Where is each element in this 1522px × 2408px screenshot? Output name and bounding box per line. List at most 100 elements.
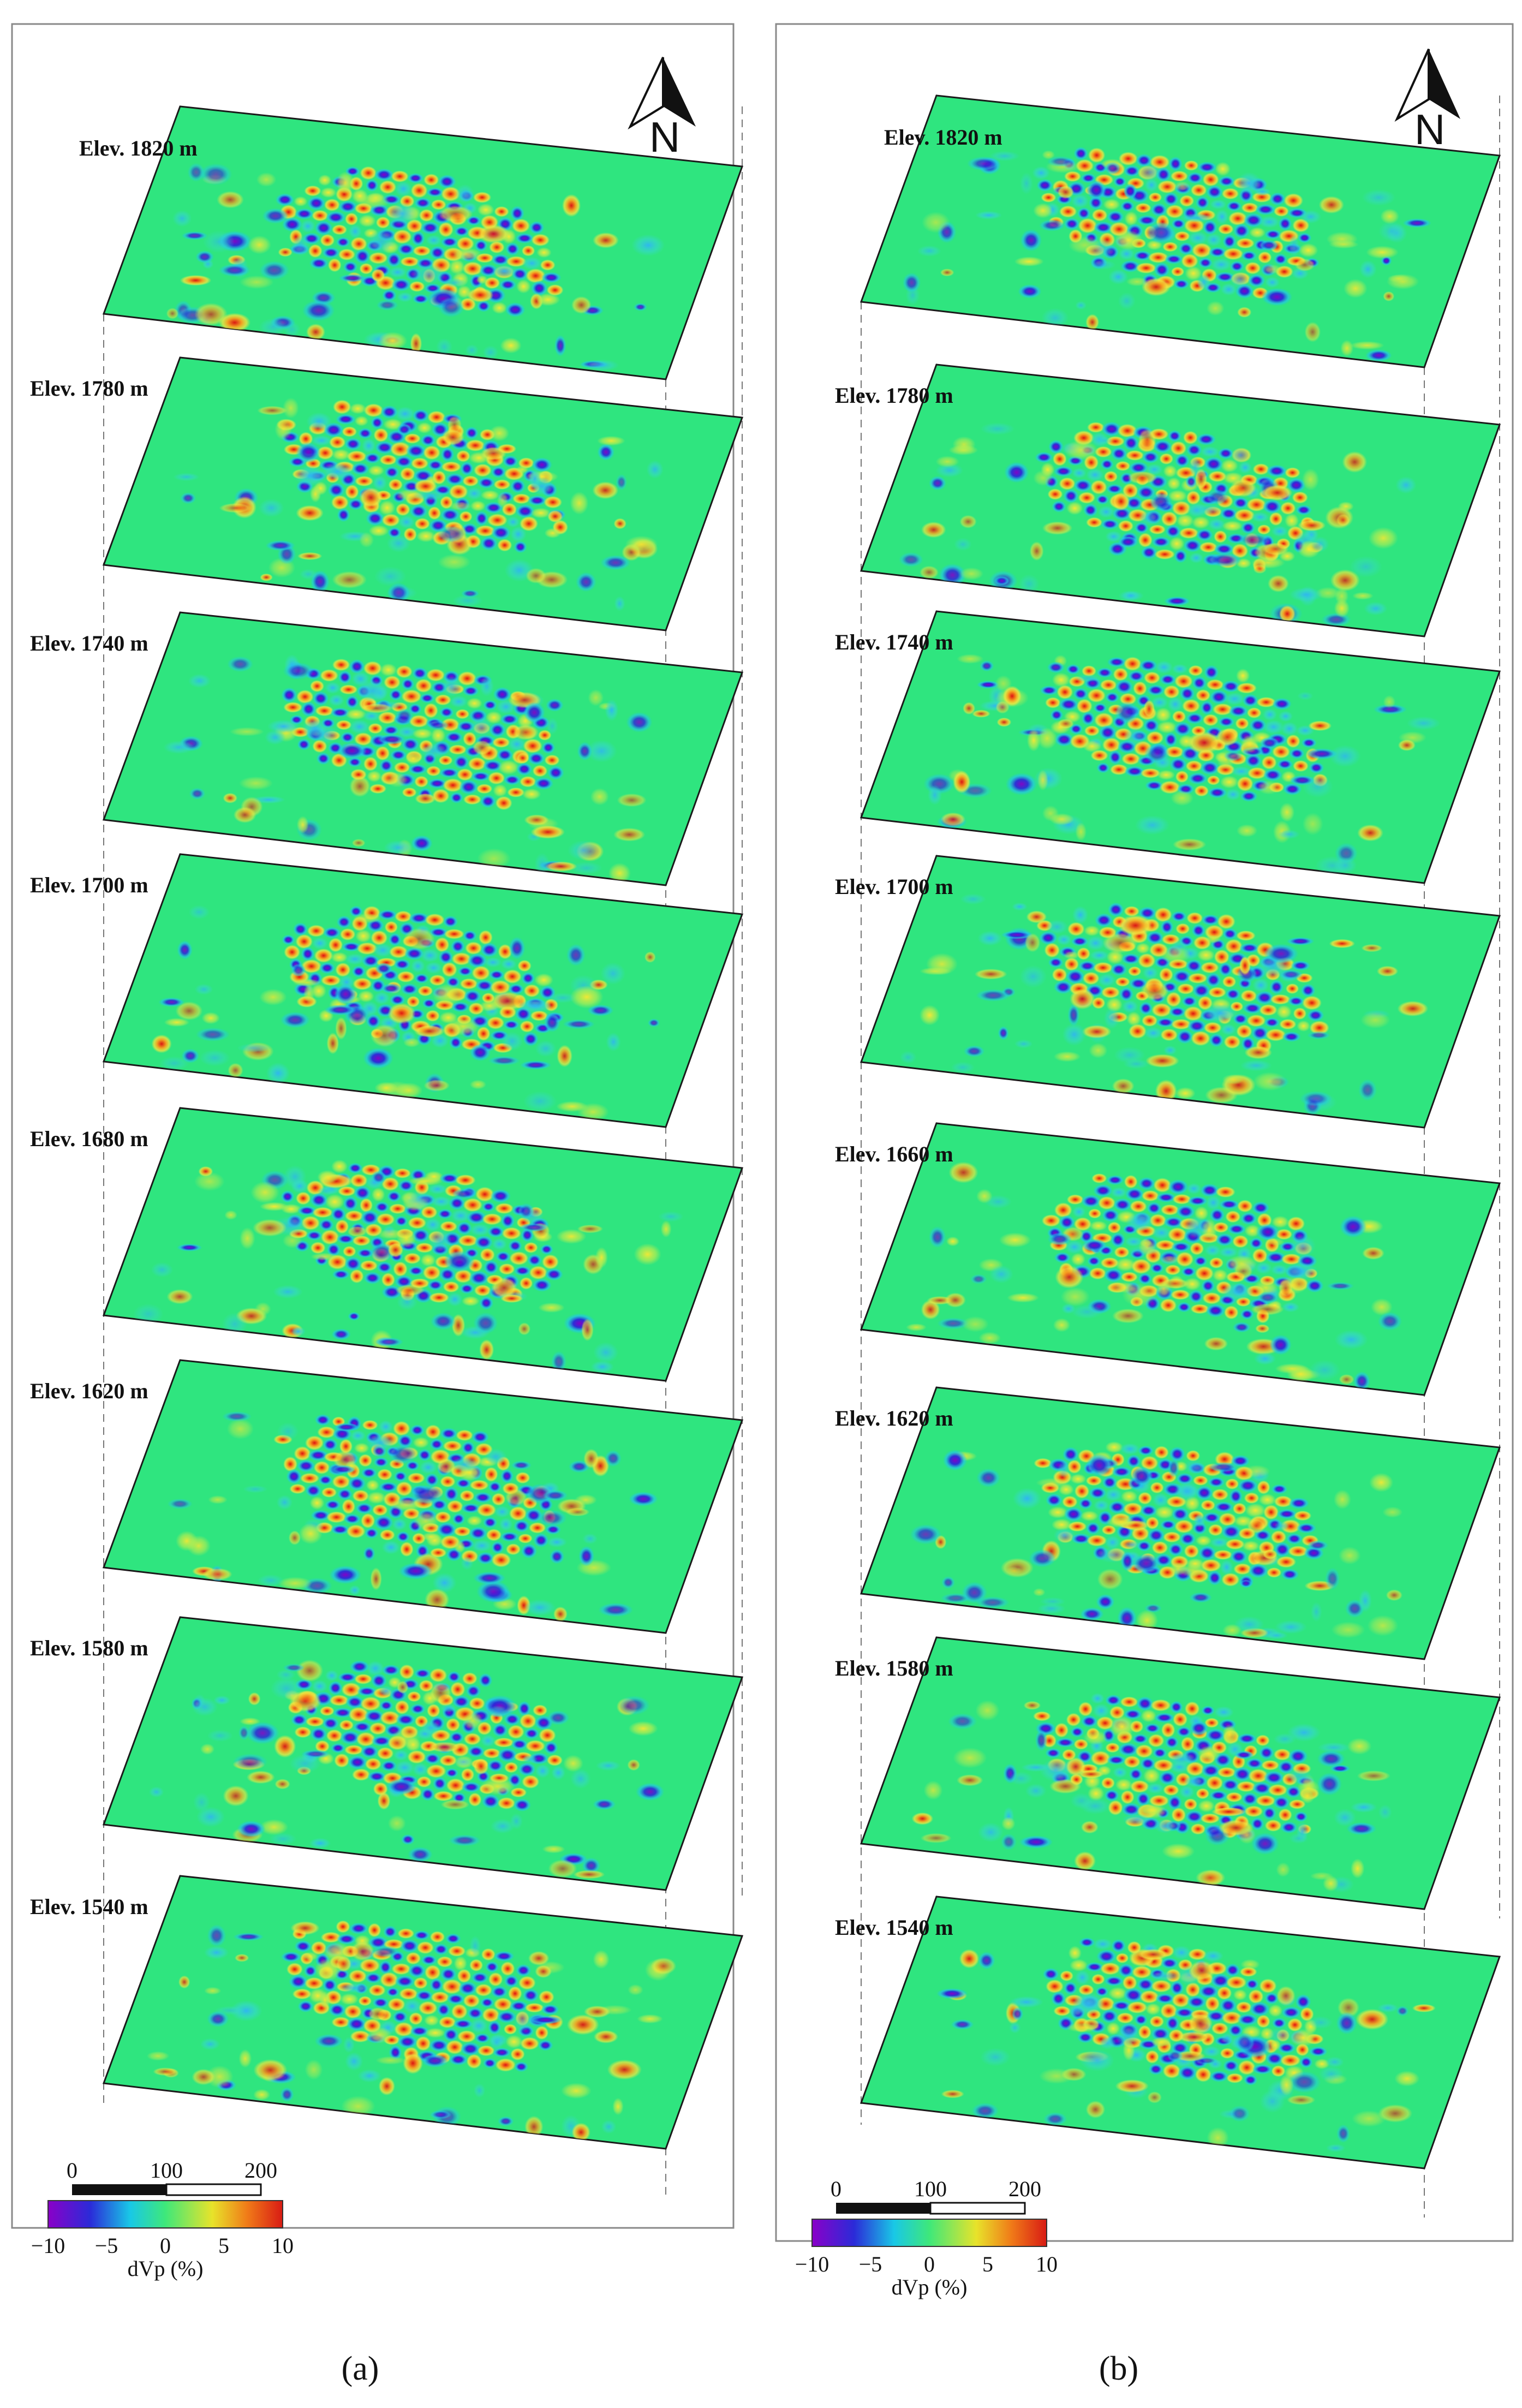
- anomaly-dot: [1108, 1500, 1126, 1514]
- anomaly-dot: [368, 252, 388, 264]
- anomaly-dot: [294, 196, 308, 207]
- anomaly-blob: [159, 1056, 189, 1070]
- anomaly-dot: [365, 1757, 381, 1771]
- anomaly-blob: [1297, 692, 1314, 700]
- anomaly-dot: [1159, 673, 1177, 686]
- anomaly-dot: [395, 910, 412, 922]
- anomaly-dot: [466, 1210, 487, 1225]
- anomaly-dot: [355, 1503, 373, 1515]
- anomaly-dot: [1138, 953, 1156, 968]
- anomaly-blob: [936, 1988, 968, 1999]
- anomaly-blob: [250, 1181, 279, 1203]
- anomaly-blob: [524, 1599, 556, 1616]
- anomaly-dot: [1174, 1519, 1194, 1534]
- colorbar-tick-neg5: −5: [859, 2252, 882, 2276]
- anomaly-blob: [590, 788, 609, 806]
- anomaly-blob: [1278, 830, 1300, 839]
- anomaly-dot: [480, 1997, 494, 2008]
- anomaly-dot: [1089, 1220, 1107, 1231]
- anomaly-blob: [587, 1004, 614, 1017]
- anomaly-dot: [328, 938, 343, 952]
- anomaly-dot: [353, 977, 372, 991]
- anomaly-blob: [1263, 944, 1299, 964]
- anomaly-dot: [1128, 1023, 1147, 1039]
- anomaly-dot: [1174, 674, 1193, 689]
- anomaly-dot: [1136, 485, 1156, 500]
- anomaly-dot: [1195, 196, 1210, 210]
- anomaly-dot: [1266, 1567, 1282, 1578]
- anomaly-dot: [461, 1441, 475, 1455]
- anomaly-dot: [1115, 679, 1133, 694]
- anomaly-dot: [462, 475, 479, 487]
- anomaly-blob: [493, 265, 516, 278]
- anomaly-blob: [1329, 939, 1355, 949]
- anomaly-dot: [428, 2039, 449, 2052]
- anomaly-blob: [423, 1080, 450, 1092]
- anomaly-dot: [434, 1511, 451, 1523]
- anomaly-blob: [577, 742, 593, 761]
- anomaly-blob: [980, 660, 994, 672]
- anomaly-dot: [1187, 231, 1208, 245]
- anomaly-dot: [1215, 271, 1235, 283]
- anomaly-dot: [1100, 679, 1117, 691]
- anomaly-dot: [1221, 2011, 1242, 2025]
- anomaly-dot: [1226, 2073, 1244, 2083]
- anomaly-dot: [1087, 1534, 1107, 1547]
- anomaly-dot: [1274, 253, 1288, 265]
- anomaly-dot: [1280, 502, 1296, 515]
- anomaly-dot: [1205, 1728, 1226, 1742]
- anomaly-dot: [379, 759, 393, 773]
- anomaly-dot: [296, 1459, 315, 1473]
- anomaly-dot: [1200, 700, 1214, 715]
- anomaly-blob: [408, 1846, 433, 1862]
- anomaly-blob: [181, 231, 208, 240]
- anomaly-blob: [535, 1040, 557, 1057]
- anomaly-dot: [449, 1731, 464, 1743]
- anomaly-blob: [289, 1690, 321, 1712]
- anomaly-dot: [1190, 1823, 1206, 1835]
- anomaly-blob: [530, 477, 554, 496]
- anomaly-dot: [1233, 1766, 1252, 1782]
- anomaly-dot: [372, 1997, 390, 2008]
- anomaly-dot: [1278, 2042, 1296, 2054]
- anomaly-blob: [311, 1253, 339, 1261]
- elevation-label: Elev. 1780 m: [30, 376, 148, 401]
- anomaly-dot: [341, 941, 362, 952]
- anomaly-dot: [1221, 1524, 1242, 1540]
- anomaly-dot: [398, 515, 415, 529]
- anomaly-dot: [1113, 667, 1129, 681]
- anomaly-blob: [345, 2052, 363, 2071]
- anomaly-blob: [1311, 536, 1329, 552]
- anomaly-dot: [311, 1941, 327, 1955]
- anomaly-dot: [1088, 147, 1106, 163]
- anomaly-blob: [1308, 720, 1332, 731]
- anomaly-blob: [959, 567, 984, 580]
- anomaly-blob: [910, 1524, 942, 1545]
- anomaly-dot: [1139, 659, 1158, 672]
- anomaly-blob: [452, 1188, 476, 1200]
- anomaly-dot: [1107, 1221, 1121, 1233]
- anomaly-dot: [479, 930, 493, 945]
- anomaly-dot: [455, 1174, 476, 1186]
- anomaly-dot: [1041, 192, 1057, 202]
- anomaly-dot: [1249, 1237, 1263, 1249]
- anomaly-blob: [917, 245, 941, 257]
- anomaly-dot: [1184, 1278, 1201, 1291]
- anomaly-blob: [378, 1685, 394, 1696]
- anomaly-dot: [280, 1190, 295, 1203]
- anomaly-dot: [1087, 1256, 1101, 1267]
- anomaly-dot: [1172, 664, 1188, 674]
- anomaly-dot: [1261, 755, 1277, 770]
- anomaly-dot: [505, 1543, 521, 1555]
- anomaly-blob: [1083, 1730, 1108, 1745]
- anomaly-dot: [1264, 277, 1280, 288]
- anomaly-dot: [1251, 1026, 1269, 1041]
- anomaly-dot: [1309, 762, 1324, 774]
- anomaly-dot: [456, 1429, 474, 1441]
- anomaly-dot: [445, 2040, 464, 2054]
- anomaly-dot: [417, 422, 432, 434]
- anomaly-dot: [1159, 453, 1174, 465]
- anomaly-dot: [475, 979, 494, 992]
- anomaly-dot: [1098, 505, 1115, 518]
- anomaly-dot: [476, 1503, 497, 1517]
